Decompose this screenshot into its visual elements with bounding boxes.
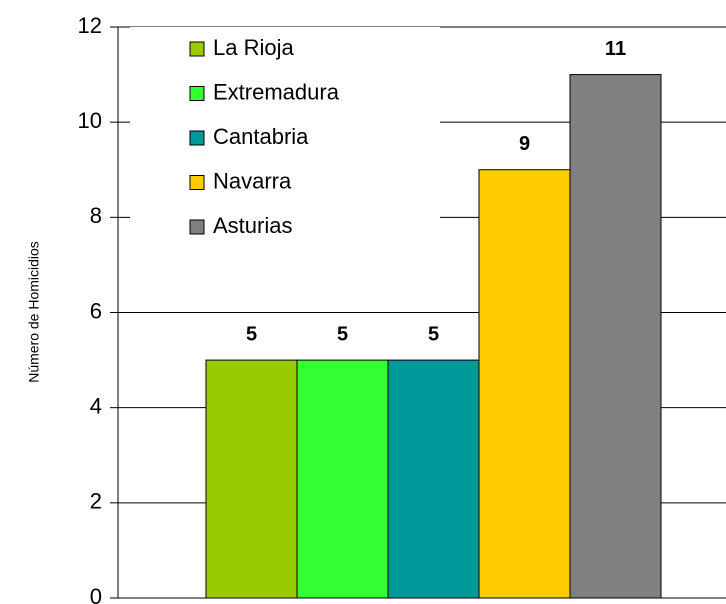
bar xyxy=(297,360,388,598)
legend-label: La Rioja xyxy=(213,35,294,60)
bar xyxy=(479,170,570,598)
data-label: 11 xyxy=(605,38,626,60)
legend-label: Navarra xyxy=(213,168,292,193)
legend-label: Cantabria xyxy=(213,124,309,149)
y-tick-label: 4 xyxy=(90,393,102,418)
y-axis-label: Número de Homicidios xyxy=(26,241,42,383)
legend-swatch xyxy=(190,220,204,234)
bar xyxy=(206,360,297,598)
legend-swatch xyxy=(190,176,204,190)
legend-label: Extremadura xyxy=(213,79,340,104)
page: Número de Homicidios 0 2 4 6 8 10 12 5 5 5 9 11 La R… xyxy=(0,0,726,604)
data-label: 5 xyxy=(337,323,348,345)
data-label: 9 xyxy=(519,133,530,155)
legend-label: Asturias xyxy=(213,213,292,238)
y-tick-label: 6 xyxy=(90,298,102,323)
data-label: 5 xyxy=(428,323,439,345)
legend-swatch xyxy=(190,87,204,101)
legend-swatch xyxy=(190,42,204,56)
bar xyxy=(388,360,479,598)
bar xyxy=(570,75,661,598)
chart: Número de Homicidios 0 2 4 6 8 10 12 5 5 5 9 11 La R… xyxy=(0,0,726,604)
data-label: 5 xyxy=(246,323,257,345)
legend-swatch xyxy=(190,131,204,145)
y-tick-label: 10 xyxy=(78,108,102,133)
y-tick-label: 0 xyxy=(90,584,102,604)
y-tick-label: 8 xyxy=(90,203,102,228)
y-tick-label: 12 xyxy=(78,13,102,38)
y-tick-label: 2 xyxy=(90,489,102,514)
